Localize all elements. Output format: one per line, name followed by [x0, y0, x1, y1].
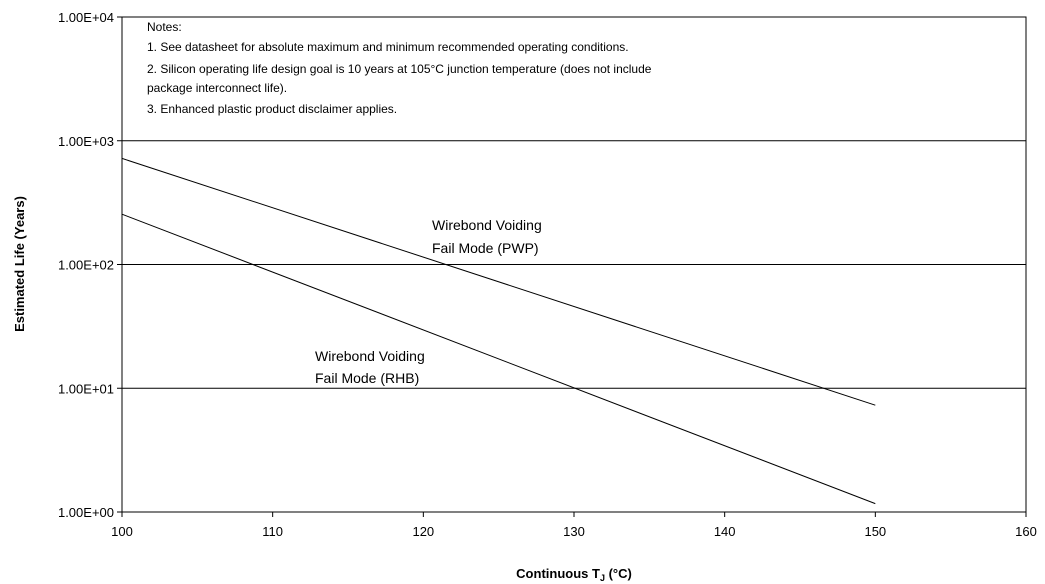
x-axis-label-subscript: J: [600, 573, 605, 583]
x-tick-label: 160: [1015, 524, 1037, 539]
annotation-pwp-line2: Fail Mode (PWP): [432, 240, 539, 256]
y-tick-label: 1.00E+04: [58, 10, 114, 25]
notes-title: Notes:: [147, 20, 182, 34]
x-tick-label: 100: [111, 524, 133, 539]
x-tick-label: 150: [864, 524, 886, 539]
x-tick-label: 140: [714, 524, 736, 539]
x-tick-label: 110: [262, 524, 283, 539]
series-line-pwp: [121, 157, 876, 406]
x-tick-label: 130: [563, 524, 585, 539]
series-group: [121, 157, 876, 505]
note-2-continued: package interconnect life).: [147, 81, 287, 95]
y-tick-label: 1.00E+01: [58, 381, 114, 396]
y-tick-label: 1.00E+02: [58, 258, 114, 273]
x-axis-label-main: Continuous T: [516, 566, 600, 581]
note-3: 3. Enhanced plastic product disclaimer a…: [147, 102, 397, 116]
y-tick-label: 1.00E+00: [58, 505, 114, 520]
x-axis-ticks: 100 110 120 130 140 150 160: [111, 512, 1037, 539]
x-axis-label-unit: (°C): [605, 566, 632, 581]
note-1: 1. See datasheet for absolute maximum an…: [147, 40, 629, 54]
y-axis-label: Estimated Life (Years): [12, 196, 27, 332]
notes-box: Notes: 1. See datasheet for absolute max…: [147, 20, 652, 116]
annotation-pwp: Wirebond Voiding Fail Mode (PWP): [432, 217, 542, 256]
annotation-rhb-line2: Fail Mode (RHB): [315, 370, 419, 386]
annotation-rhb-line1: Wirebond Voiding: [315, 348, 425, 364]
series-line-rhb: [121, 213, 876, 505]
x-tick-label: 120: [412, 524, 434, 539]
annotation-pwp-line1: Wirebond Voiding: [432, 217, 542, 233]
y-axis-ticks: 1.00E+00 1.00E+01 1.00E+02 1.00E+03 1.00E+04: [58, 10, 122, 520]
x-axis-label: Continuous TJ (°C): [516, 566, 632, 583]
note-2: 2. Silicon operating life design goal is…: [147, 62, 652, 76]
y-tick-label: 1.00E+03: [58, 134, 114, 149]
annotation-rhb: Wirebond Voiding Fail Mode (RHB): [315, 348, 425, 386]
